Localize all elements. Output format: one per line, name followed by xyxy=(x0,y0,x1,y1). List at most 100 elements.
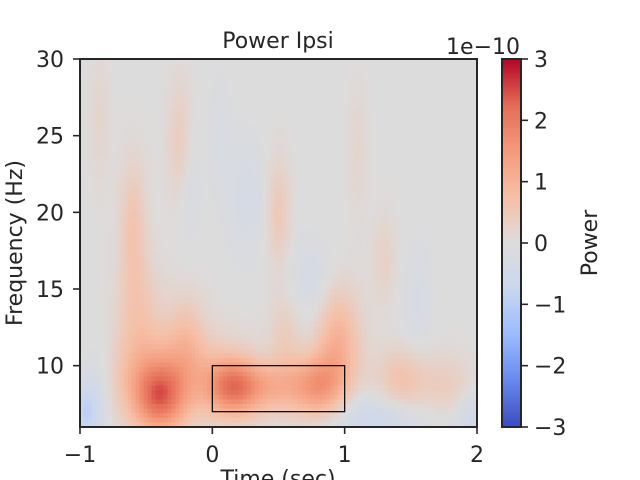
heatmap-cell xyxy=(318,284,323,290)
heatmap-cell xyxy=(278,243,284,249)
heatmap-cell xyxy=(143,169,149,175)
heatmap-cell xyxy=(183,252,188,258)
heatmap-cell xyxy=(461,215,466,221)
heatmap-cell xyxy=(453,270,458,276)
heatmap-cell xyxy=(226,210,232,216)
heatmap-cell xyxy=(238,59,244,65)
heatmap-cell xyxy=(111,68,117,74)
heatmap-cell xyxy=(298,266,303,272)
heatmap-cell xyxy=(441,109,446,115)
heatmap-cell xyxy=(322,146,327,152)
heatmap-cell xyxy=(334,247,339,253)
heatmap-cell xyxy=(211,132,216,138)
heatmap-cell xyxy=(449,86,454,92)
heatmap-cell xyxy=(270,192,276,198)
heatmap-cell xyxy=(274,63,280,69)
heatmap-cell xyxy=(119,270,125,276)
heatmap-cell xyxy=(409,63,415,69)
heatmap-cell xyxy=(349,100,355,106)
heatmap-cell xyxy=(87,114,93,120)
heatmap-cell xyxy=(302,109,307,115)
heatmap-cell xyxy=(127,197,133,203)
heatmap-cell xyxy=(83,187,89,193)
heatmap-cell xyxy=(131,275,137,281)
heatmap-cell xyxy=(83,82,89,88)
heatmap-cell xyxy=(234,132,240,138)
heatmap-cell xyxy=(159,220,164,226)
heatmap-cell xyxy=(103,266,109,272)
heatmap-cell xyxy=(99,95,105,101)
heatmap-cell xyxy=(381,109,387,115)
heatmap-cell xyxy=(155,59,160,65)
heatmap-cell xyxy=(95,151,101,157)
heatmap-cell xyxy=(111,261,117,267)
heatmap-cell xyxy=(449,247,454,253)
heatmap-cell xyxy=(290,86,295,92)
heatmap-cell xyxy=(465,160,470,166)
heatmap-cell xyxy=(115,256,121,262)
heatmap-cell xyxy=(95,178,101,184)
heatmap-cell xyxy=(266,123,272,129)
heatmap-cell xyxy=(246,128,252,134)
heatmap-cell xyxy=(361,284,367,290)
heatmap-cell xyxy=(99,114,105,120)
heatmap-cell xyxy=(187,201,192,207)
heatmap-cell xyxy=(405,233,411,239)
heatmap-cell xyxy=(127,160,133,166)
heatmap-cell xyxy=(381,160,387,166)
heatmap-cell xyxy=(473,118,478,124)
heatmap-cell xyxy=(373,86,379,92)
heatmap-cell xyxy=(95,220,101,226)
heatmap-cell xyxy=(87,128,93,134)
heatmap-cell xyxy=(171,128,176,134)
heatmap-cell xyxy=(334,256,339,262)
heatmap-cell xyxy=(465,270,470,276)
heatmap-cell xyxy=(349,197,355,203)
heatmap-cell xyxy=(342,224,347,230)
heatmap-cell xyxy=(111,279,117,285)
heatmap-cell xyxy=(143,137,149,143)
heatmap-cell xyxy=(191,224,196,230)
heatmap-cell xyxy=(318,82,323,88)
heatmap-cell xyxy=(230,72,236,78)
heatmap-cell xyxy=(242,178,248,184)
heatmap-cell xyxy=(262,95,268,101)
heatmap-cell xyxy=(127,151,133,157)
heatmap-cell xyxy=(191,284,196,290)
heatmap-cell xyxy=(266,109,272,115)
heatmap-cell xyxy=(342,105,347,111)
heatmap-cell xyxy=(302,123,307,129)
heatmap-cell xyxy=(167,151,172,157)
heatmap-cell xyxy=(171,220,176,226)
heatmap-cell xyxy=(80,114,85,120)
heatmap-cell xyxy=(449,252,454,258)
heatmap-cell xyxy=(234,82,240,88)
heatmap-cell xyxy=(294,82,299,88)
heatmap-cell xyxy=(286,118,292,124)
heatmap-cell xyxy=(421,160,426,166)
heatmap-cell xyxy=(151,169,157,175)
heatmap-cell xyxy=(437,68,442,74)
heatmap-cell xyxy=(135,77,141,83)
heatmap-cell xyxy=(91,95,97,101)
heatmap-cell xyxy=(326,146,331,152)
heatmap-cell xyxy=(326,123,331,129)
heatmap-cell xyxy=(342,100,347,106)
heatmap-cell xyxy=(207,132,212,138)
heatmap-cell xyxy=(377,261,383,267)
heatmap-cell xyxy=(294,132,299,138)
heatmap-cell xyxy=(326,279,331,285)
heatmap-cell xyxy=(357,95,363,101)
heatmap-cell xyxy=(218,206,224,212)
heatmap-cell xyxy=(298,220,303,226)
heatmap-cell xyxy=(238,146,244,152)
heatmap-cell xyxy=(83,270,89,276)
heatmap-cell xyxy=(159,210,164,216)
heatmap-cell xyxy=(282,192,288,198)
heatmap-cell xyxy=(187,233,192,239)
heatmap-cell xyxy=(207,266,212,272)
heatmap-cell xyxy=(131,91,137,97)
heatmap-cell xyxy=(469,229,474,235)
heatmap-cell xyxy=(278,247,284,253)
heatmap-cell xyxy=(226,155,232,161)
